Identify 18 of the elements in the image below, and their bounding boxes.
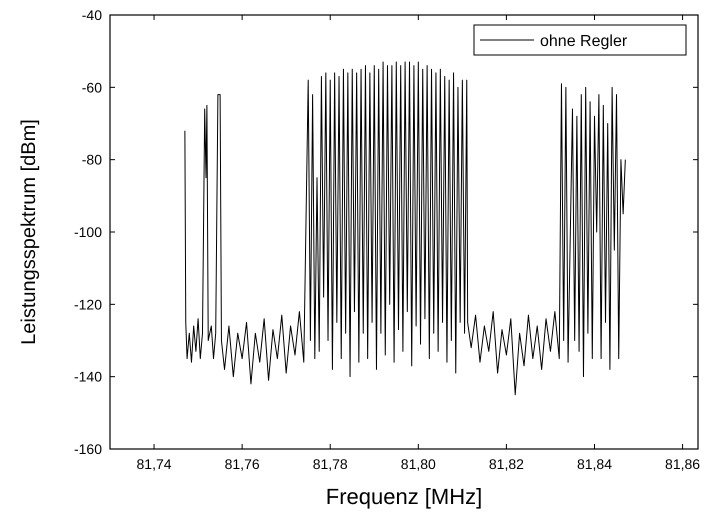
y-tick-label: -80	[82, 152, 102, 168]
y-tick-label: -140	[74, 368, 102, 385]
x-tick-label: 81,76	[224, 456, 260, 472]
x-tick-label: 81,74	[136, 456, 172, 472]
y-tick-label: -60	[82, 79, 102, 96]
y-tick-label: -100	[74, 224, 102, 240]
x-tick-label: 81,78	[312, 456, 348, 472]
x-tick-label: 81,84	[576, 456, 612, 472]
y-tick-label: -120	[74, 296, 102, 312]
line-series	[184, 62, 626, 396]
x-axis-title: Frequenz [MHz]	[326, 484, 482, 509]
x-tick-label: 81,80	[400, 456, 436, 472]
y-tick-label: -160	[74, 441, 102, 457]
legend-label: ohne Regler	[540, 33, 628, 50]
y-axis-title: Leistungsspektrum [dBm]	[18, 119, 40, 345]
x-tick-label: 81,82	[488, 456, 524, 472]
y-tick-label: -40	[82, 7, 102, 23]
x-tick-label: 81,86	[665, 456, 700, 472]
